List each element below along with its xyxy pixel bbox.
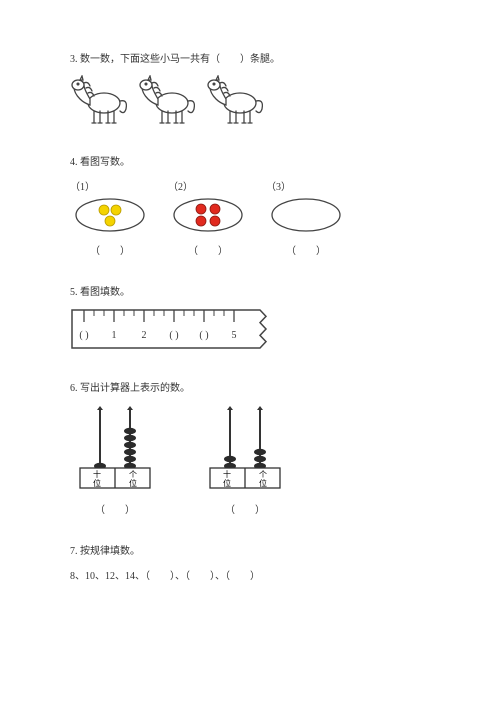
q3-text: 3. 数一数，下面这些小马一共有（ ）条腿。 bbox=[70, 50, 430, 65]
ruler-label: 2 bbox=[142, 330, 147, 341]
question-7: 7. 按规律填数。 8、10、12、14、（ ）、（ ）、（ ） bbox=[70, 542, 430, 582]
abacus-answer-blank: （ ） bbox=[70, 501, 160, 516]
q3-blank bbox=[220, 54, 240, 65]
svg-text:位: 位 bbox=[129, 478, 137, 488]
ruler-label: ( ) bbox=[79, 330, 88, 341]
horses-row bbox=[70, 75, 430, 127]
question-4: 4. 看图写数。 （1） （ ） （2） （ ） （3） （ ） bbox=[70, 153, 430, 257]
q4-title: 4. 看图写数。 bbox=[70, 153, 430, 168]
question-5: 5. 看图填数。 ( ) 1 2 ( ) ( ) 5 bbox=[70, 283, 430, 353]
horse-icon bbox=[138, 75, 198, 127]
question-3: 3. 数一数，下面这些小马一共有（ ）条腿。 bbox=[70, 50, 430, 127]
horse-icon bbox=[206, 75, 266, 127]
ruler-figure: ( ) 1 2 ( ) ( ) 5 bbox=[70, 308, 430, 353]
ruler-label: 5 bbox=[232, 330, 237, 341]
ruler-label: ( ) bbox=[169, 330, 178, 341]
ruler-label: ( ) bbox=[199, 330, 208, 341]
q6-title: 6. 写出计算器上表示的数。 bbox=[70, 379, 430, 394]
worksheet-page: 3. 数一数，下面这些小马一共有（ ）条腿。 4. 看图写数。 （1）（ ）（2… bbox=[0, 0, 500, 707]
oval-label: （1） bbox=[70, 178, 150, 193]
svg-text:位: 位 bbox=[259, 478, 267, 488]
question-6: 6. 写出计算器上表示的数。 十位个位（ ）十位个位（ ） bbox=[70, 379, 430, 516]
abacus-icon: 十位个位 bbox=[200, 404, 290, 494]
oval-label: （3） bbox=[266, 178, 346, 193]
oval-item: （3） （ ） bbox=[266, 178, 346, 257]
q7-title: 7. 按规律填数。 bbox=[70, 542, 430, 557]
q3-after: ）条腿。 bbox=[240, 54, 280, 65]
svg-text:个: 个 bbox=[259, 470, 267, 479]
q3-before: 3. 数一数，下面这些小马一共有（ bbox=[70, 54, 220, 65]
oval-icon bbox=[168, 195, 248, 235]
svg-text:位: 位 bbox=[93, 478, 101, 488]
oval-answer-blank: （ ） bbox=[168, 242, 248, 257]
svg-text:十: 十 bbox=[93, 469, 101, 479]
oval-item: （1） （ ） bbox=[70, 178, 150, 257]
abacus-item: 十位个位（ ） bbox=[70, 404, 160, 516]
oval-icon bbox=[266, 195, 346, 235]
abacus-item: 十位个位（ ） bbox=[200, 404, 290, 516]
oval-icon bbox=[70, 195, 150, 235]
ruler-label: 1 bbox=[112, 330, 117, 341]
oval-answer-blank: （ ） bbox=[266, 242, 346, 257]
abacus-icon: 十位个位 bbox=[70, 404, 160, 494]
abacus-answer-blank: （ ） bbox=[200, 501, 290, 516]
ovals-row: （1） （ ） （2） （ ） （3） （ ） bbox=[70, 178, 430, 257]
q5-title: 5. 看图填数。 bbox=[70, 283, 430, 298]
horse-icon bbox=[70, 75, 130, 127]
svg-text:十: 十 bbox=[223, 469, 231, 479]
oval-answer-blank: （ ） bbox=[70, 242, 150, 257]
svg-text:位: 位 bbox=[223, 478, 231, 488]
q7-sequence: 8、10、12、14、（ ）、（ ）、（ ） bbox=[70, 567, 430, 582]
ruler-icon: ( ) 1 2 ( ) ( ) 5 bbox=[70, 308, 290, 350]
oval-label: （2） bbox=[168, 178, 248, 193]
svg-text:个: 个 bbox=[129, 470, 137, 479]
oval-item: （2） （ ） bbox=[168, 178, 248, 257]
abacus-row: 十位个位（ ）十位个位（ ） bbox=[70, 404, 430, 516]
